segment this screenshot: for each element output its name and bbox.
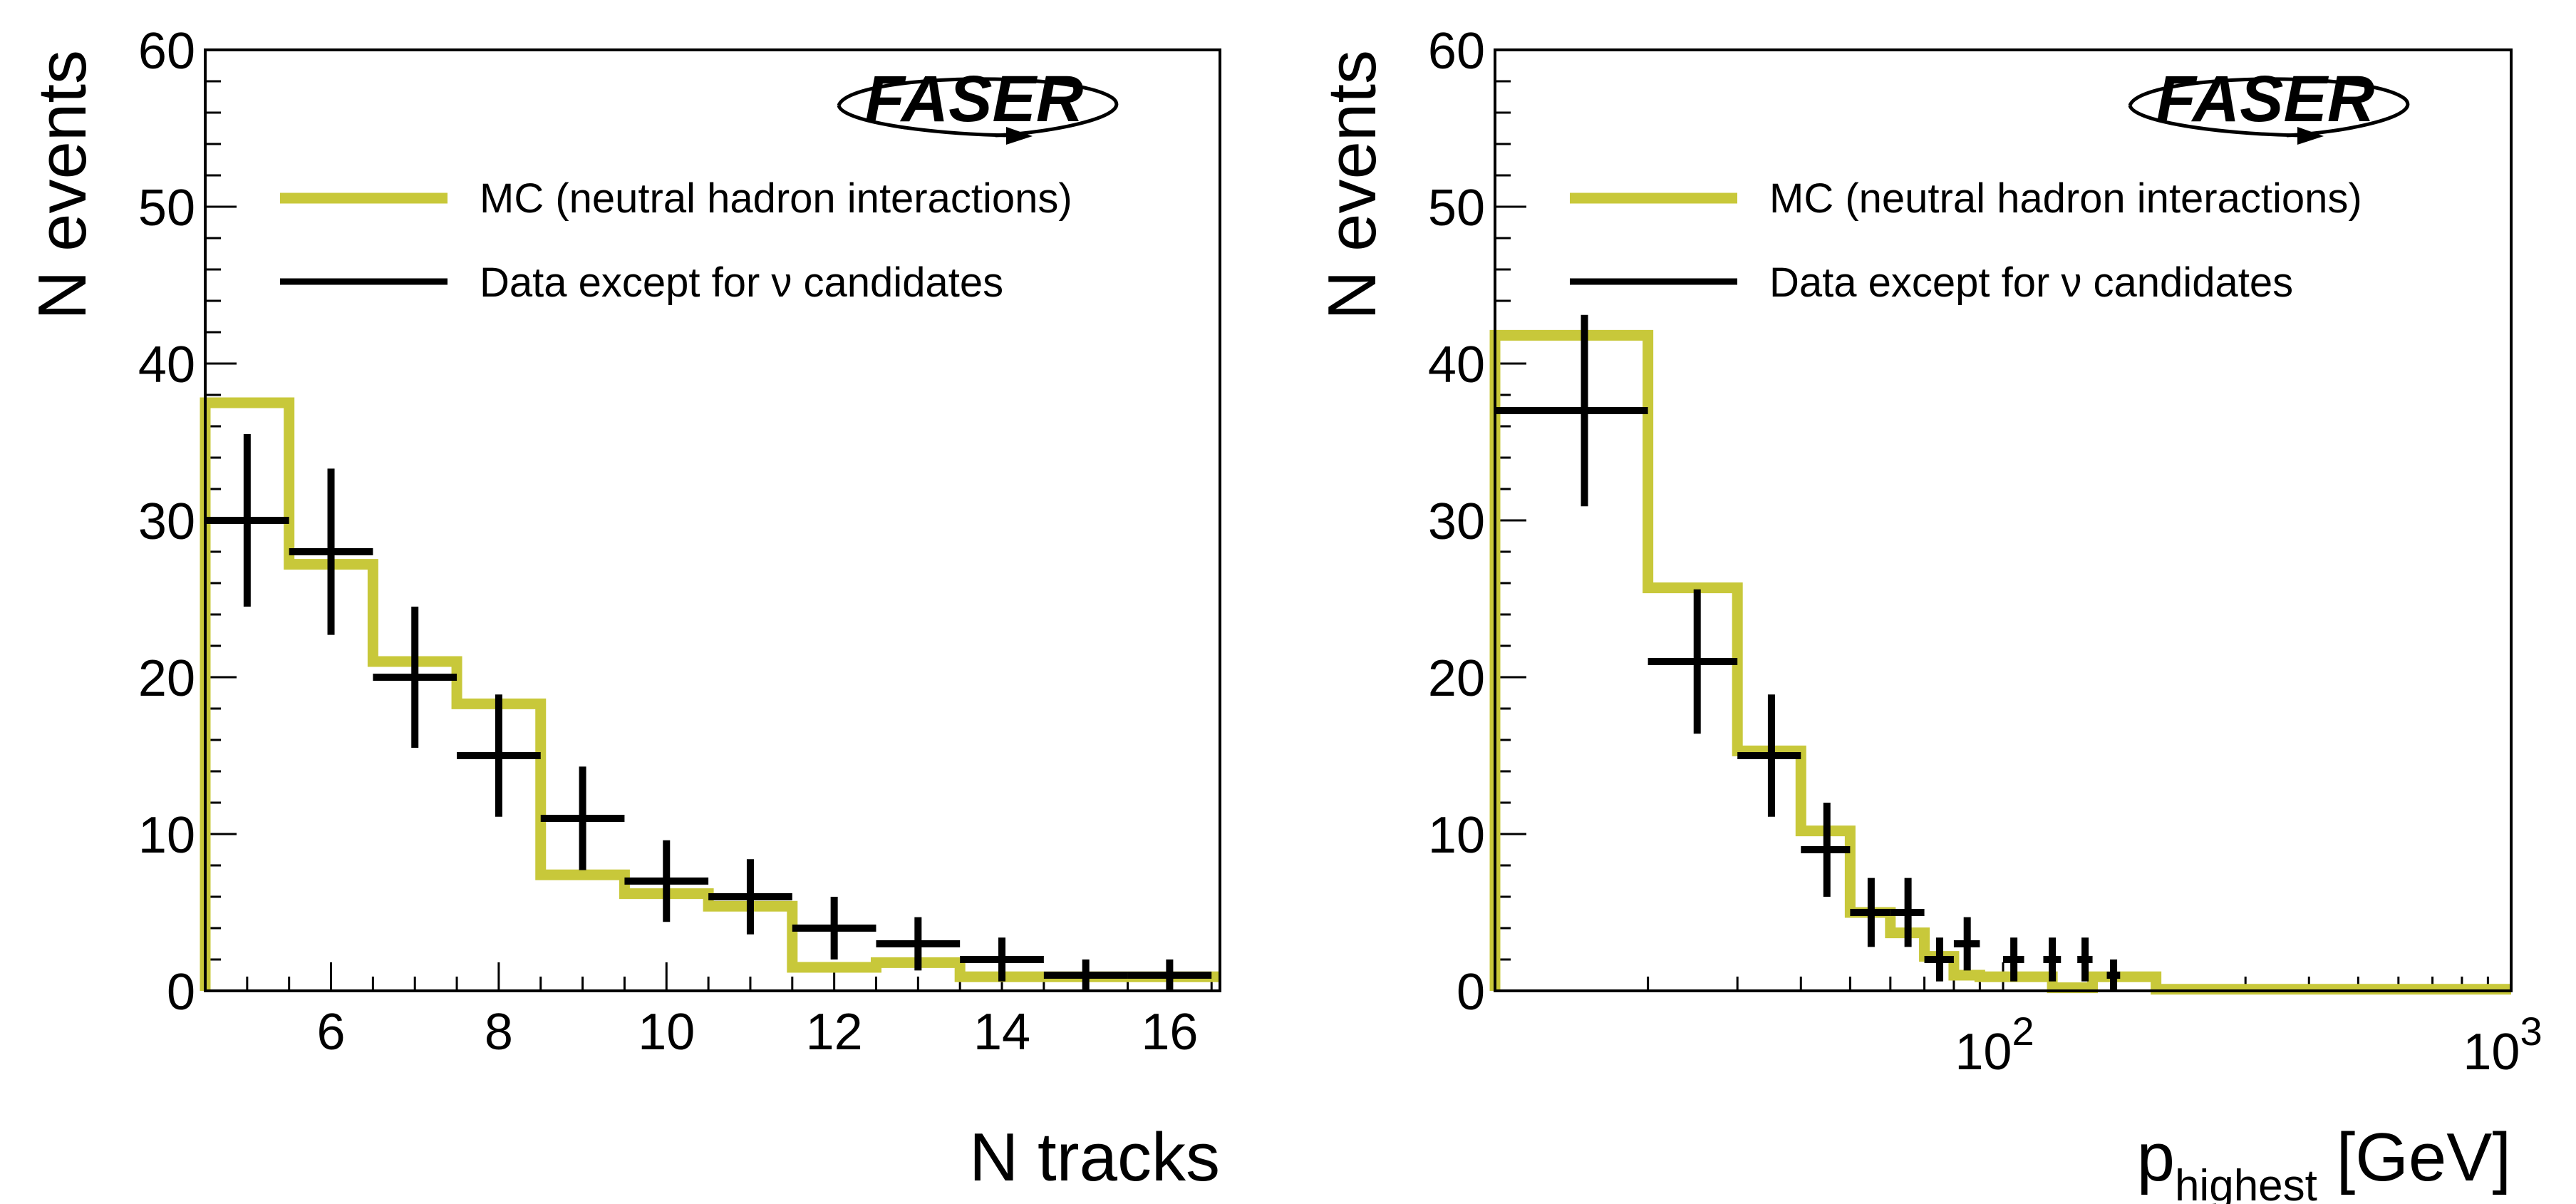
legend: MC (neutral hadron interactions) Data exc… [280, 175, 1072, 306]
y-axis-title: N events [1314, 50, 1390, 320]
x-tick-label-exponent: 3 [2520, 1009, 2542, 1054]
plot-frame [1494, 48, 2513, 992]
y-tick-label: 0 [1457, 964, 1485, 1021]
y-tick-label: 60 [138, 23, 195, 80]
y-tick-label: 50 [138, 180, 195, 237]
y-tick-label: 20 [138, 650, 195, 707]
mc-step-line [1489, 329, 2511, 995]
logo-text: FASER [865, 63, 1084, 135]
data-point [540, 766, 625, 870]
x-tick-label: 10 [638, 1004, 695, 1061]
x-axis-title: phighest [GeV] [2137, 1119, 2511, 1204]
data-point [1127, 959, 1212, 991]
faser-logo: FASER [2128, 63, 2410, 145]
faser-logo: FASER [837, 63, 1119, 145]
legend-mc-label: MC (neutral hadron interactions) [1769, 175, 2362, 222]
data-point [1737, 694, 1801, 817]
x-tick-label-base: 10 [1955, 1024, 2012, 1081]
data-point [2043, 937, 2062, 982]
data-point [1801, 803, 1851, 897]
data-point [1850, 878, 1890, 947]
legend-mc-label: MC (neutral hadron interactions) [480, 175, 1072, 222]
data-point [1953, 917, 1980, 971]
logo-arrow-head [2297, 127, 2324, 145]
data-point [2077, 937, 2093, 982]
data-point [2106, 959, 2121, 991]
logo-text: FASER [2156, 63, 2375, 135]
logo-swoosh-lower [2128, 104, 2302, 138]
logo-swoosh-lower [837, 104, 1010, 138]
data-point [289, 468, 373, 635]
x-tick-label: 6 [317, 1004, 346, 1061]
x-tick-label: 102 [1955, 1009, 2034, 1081]
y-tick-label: 40 [138, 336, 195, 393]
y-tick-label: 0 [167, 964, 195, 1021]
data-point [792, 897, 876, 959]
legend: MC (neutral hadron interactions) Data exc… [1570, 175, 2362, 306]
data-point [960, 937, 1044, 982]
data-point [373, 607, 457, 748]
data-point [1043, 959, 1128, 991]
x-axis-title-subscript: highest [2175, 1161, 2317, 1204]
y-tick-label: 40 [1428, 336, 1485, 393]
data-point [1890, 878, 1925, 947]
x-tick-label: 14 [973, 1004, 1030, 1061]
data-point [876, 917, 961, 971]
x-tick-label: 8 [485, 1004, 513, 1061]
data-point [708, 859, 792, 935]
logo-arrow-head [1006, 127, 1033, 145]
data-point [1647, 589, 1738, 734]
logo-swoosh-upper [837, 77, 1119, 138]
legend-data-label: Data except for ν candidates [1769, 259, 2293, 306]
y-tick-label: 10 [1428, 807, 1485, 864]
x-axis-title-main: p [2137, 1119, 2175, 1195]
x-axis-title-unit: [GeV] [2317, 1119, 2511, 1195]
y-tick-label: 60 [1428, 23, 1485, 80]
data-point [205, 434, 289, 607]
y-tick-label: 10 [138, 807, 195, 864]
y-tick-label: 50 [1428, 180, 1485, 237]
data-point [1495, 314, 1648, 507]
y-tick-label: 20 [1428, 650, 1485, 707]
y-tick-label: 30 [138, 493, 195, 550]
logo-swoosh-upper [2128, 77, 2410, 138]
x-tick-label: 12 [806, 1004, 863, 1061]
plot-frame [204, 48, 1221, 992]
data-point [1924, 937, 1954, 982]
y-tick-label: 30 [1428, 493, 1485, 550]
data-point [457, 694, 541, 817]
data-point [624, 840, 709, 922]
x-tick-label-exponent: 2 [2012, 1009, 2034, 1054]
left-panel: 0 10 20 30 40 50 60 6 8 10 12 14 16 MC (neutral hadro… [24, 23, 1221, 1195]
x-tick-label-base: 10 [2463, 1024, 2520, 1081]
mc-step-line [200, 397, 1220, 991]
y-axis-title: N events [24, 50, 100, 320]
x-tick-label: 16 [1141, 1004, 1198, 1061]
x-axis-title: N tracks [969, 1119, 1220, 1195]
legend-data-label: Data except for ν candidates [480, 259, 1003, 306]
data-point [2003, 937, 2024, 982]
x-tick-label: 103 [2463, 1009, 2542, 1081]
